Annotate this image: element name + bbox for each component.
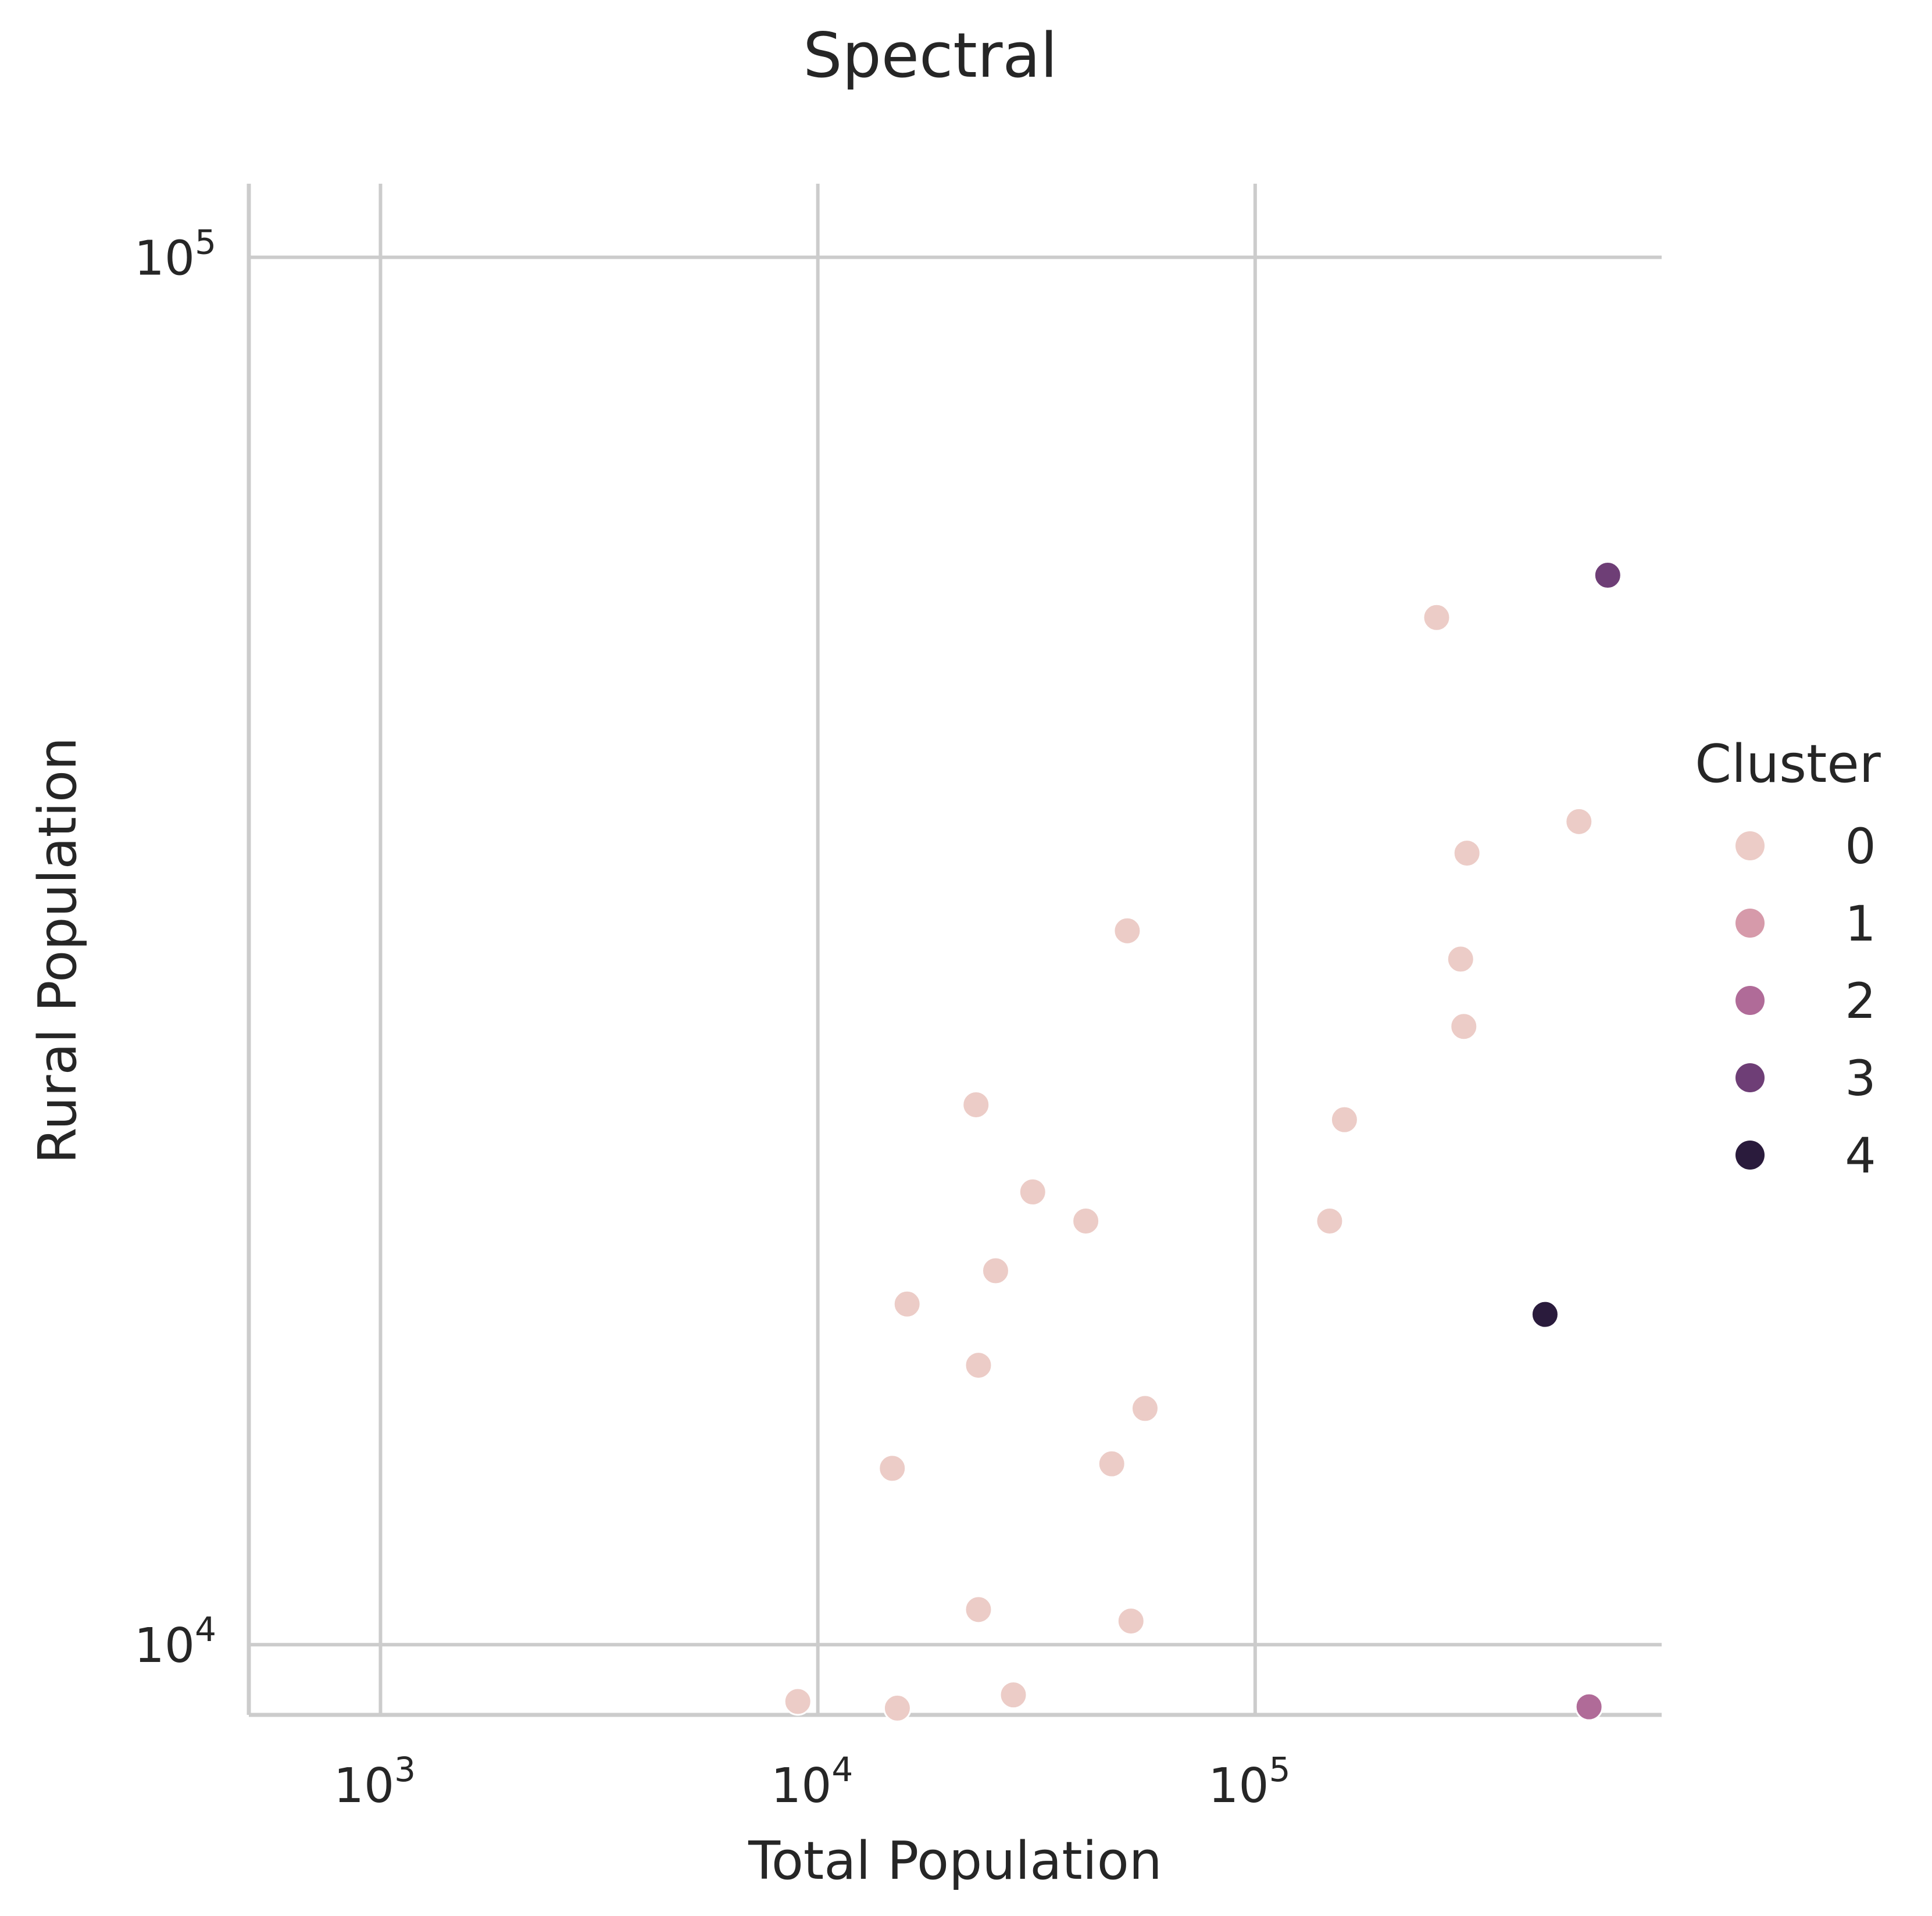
- axes: [247, 184, 1662, 1717]
- point-cluster-0-21: [999, 1681, 1028, 1710]
- point-cluster-0-0: [1422, 603, 1451, 632]
- legend-label-2: 2: [1845, 973, 1876, 1030]
- y-tick-label-1: 105: [134, 223, 216, 287]
- point-cluster-4-0: [1530, 1300, 1559, 1329]
- legend: Cluster 0 1 2 3 4: [1695, 734, 1880, 1184]
- legend-marker-1: [1735, 909, 1765, 938]
- chart-title: Spectral: [803, 20, 1058, 91]
- y-tick-label-0: 104: [134, 1610, 216, 1674]
- legend-marker-0: [1735, 831, 1765, 860]
- point-cluster-0-6: [962, 1090, 991, 1119]
- x-axis-label: Total Population: [748, 1831, 1162, 1892]
- x-tick-labels: 103 104 105: [334, 1750, 1291, 1814]
- point-cluster-0-7: [1330, 1105, 1359, 1134]
- legend-label-4: 4: [1845, 1127, 1876, 1184]
- point-cluster-0-15: [1097, 1449, 1126, 1478]
- x-tick-label-0: 103: [334, 1750, 416, 1814]
- point-cluster-0-4: [1446, 945, 1475, 974]
- legend-marker-2: [1735, 986, 1765, 1015]
- y-tick-labels: 104 105: [134, 223, 216, 1674]
- point-cluster-0-8: [1018, 1177, 1047, 1206]
- point-cluster-0-10: [1315, 1206, 1344, 1235]
- legend-marker-4: [1735, 1141, 1765, 1170]
- point-cluster-3-0: [1593, 561, 1622, 590]
- legend-label-0: 0: [1845, 818, 1876, 875]
- point-cluster-0-11: [981, 1256, 1010, 1285]
- point-cluster-0-16: [878, 1454, 907, 1483]
- point-cluster-0-12: [892, 1289, 922, 1318]
- point-cluster-0-3: [1113, 916, 1142, 945]
- point-cluster-0-13: [964, 1351, 993, 1380]
- legend-label-1: 1: [1845, 895, 1876, 952]
- legend-title: Cluster: [1695, 734, 1880, 795]
- x-tick-label-2: 105: [1208, 1750, 1290, 1814]
- point-cluster-0-5: [1449, 1012, 1479, 1041]
- x-tick-label-1: 104: [771, 1750, 853, 1814]
- point-cluster-0-14: [1130, 1394, 1159, 1423]
- point-cluster-2-0: [1574, 1692, 1604, 1721]
- data-points: [783, 561, 1622, 1722]
- legend-marker-3: [1735, 1063, 1765, 1092]
- point-cluster-0-1: [1565, 807, 1594, 836]
- point-cluster-0-20: [883, 1693, 912, 1722]
- point-cluster-0-17: [964, 1595, 993, 1624]
- legend-label-3: 3: [1845, 1050, 1876, 1107]
- point-cluster-0-9: [1072, 1206, 1101, 1235]
- point-cluster-0-19: [783, 1687, 812, 1716]
- point-cluster-0-18: [1116, 1607, 1145, 1636]
- grid-lines: [249, 184, 1662, 1715]
- y-axis-label: Rural Population: [27, 737, 88, 1164]
- point-cluster-0-2: [1452, 839, 1481, 868]
